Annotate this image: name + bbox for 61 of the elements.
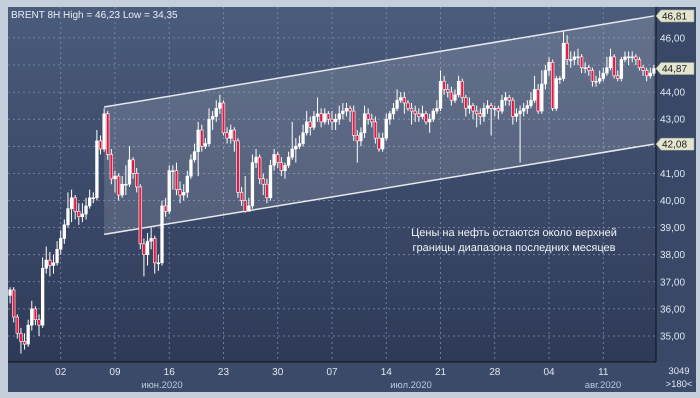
candlestick: [645, 67, 648, 82]
candlestick: [478, 108, 482, 126]
chart-title: BRENT 8H High = 46,23 Low = 34,35: [11, 10, 178, 21]
candlestick: [200, 124, 204, 152]
candlestick: [489, 102, 493, 136]
candlestick: [626, 50, 630, 66]
text: >180<: [666, 379, 693, 390]
candlestick: [417, 108, 420, 122]
candlestick: [229, 124, 232, 144]
x-tick-label: 28: [489, 367, 501, 378]
candlestick: [652, 64, 656, 76]
candlestick: [572, 50, 576, 66]
x-tick-label: 04: [543, 367, 556, 378]
y-tick-label: 40,00: [660, 196, 686, 207]
x-tick-label: 11: [598, 367, 609, 378]
y-tick-label: 37,00: [660, 277, 686, 288]
candlestick: [630, 50, 634, 63]
text: июл.2020: [390, 380, 432, 391]
candlestick: [344, 102, 348, 117]
text: 3049: [668, 366, 690, 377]
annotation: 42,08: [662, 140, 688, 151]
x-tick-label: 07: [326, 367, 338, 378]
y-tick-label: 44,00: [660, 88, 686, 99]
candlestick: [420, 105, 424, 120]
text: июн.2020: [141, 380, 183, 391]
candlestick: [482, 102, 486, 122]
y-tick-label: 38,00: [660, 250, 686, 262]
candlestick: [414, 105, 417, 122]
candlestick: [196, 121, 200, 177]
x-tick-label: 21: [434, 367, 447, 378]
annotation: Цены на нефть остаются около верхней границы диапазона последних месяцев: [411, 227, 617, 254]
y-tick-label: 35,00: [660, 331, 686, 342]
y-tick-label: 41,00: [660, 168, 686, 180]
x-tick-label: 09: [109, 367, 121, 378]
candlestick: [475, 105, 478, 128]
candlestick: [511, 97, 515, 126]
candlestick: [308, 116, 312, 136]
y-tick-label: 39,00: [660, 223, 686, 234]
candlestick: [323, 108, 326, 126]
x-tick-label: 16: [164, 367, 176, 378]
annotation: 46,81: [662, 11, 688, 22]
candlestick: [410, 102, 414, 126]
candlestick: [48, 251, 52, 277]
y-tick-label: 43,00: [660, 114, 686, 126]
x-tick-label: 02: [55, 367, 67, 378]
y-tick-label: 46,00: [660, 33, 686, 44]
candlestick: [576, 48, 580, 66]
text: авг.2020: [584, 380, 622, 391]
annotation: 44,87: [662, 64, 688, 76]
candlestick: [450, 86, 454, 106]
y-tick-label: 36,00: [660, 304, 686, 316]
x-tick-label: 23: [218, 367, 230, 378]
x-tick-label: 14: [380, 367, 392, 378]
x-tick-label: 30: [272, 367, 284, 378]
candlestick: [598, 70, 602, 84]
candlestick: [244, 176, 247, 214]
candlestick: [590, 67, 594, 88]
candlestick: [402, 92, 406, 114]
candlestick: [518, 105, 522, 164]
candlestick: [116, 172, 120, 201]
candlestick: [648, 67, 652, 80]
